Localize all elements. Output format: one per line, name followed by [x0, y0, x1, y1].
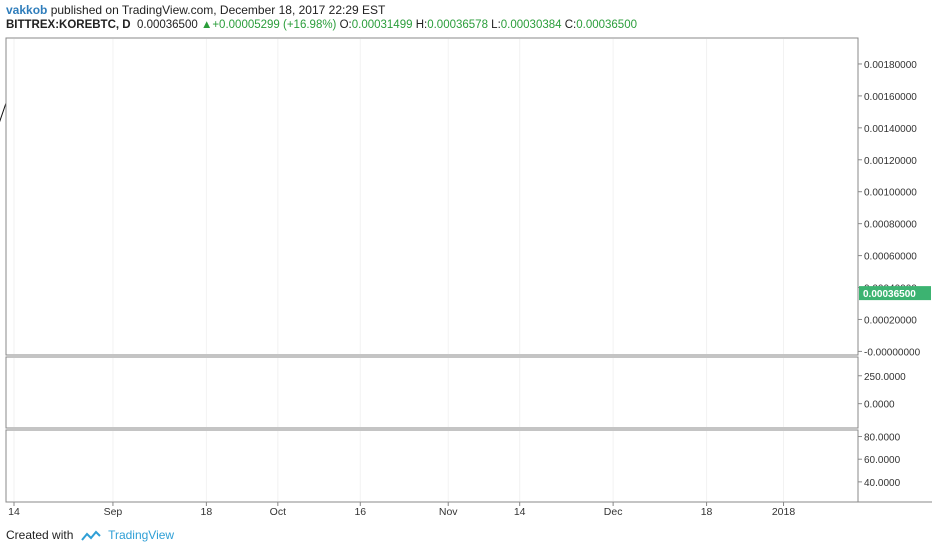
pane-frame-1: [5, 356, 859, 429]
time-tick-label: 14: [514, 506, 526, 518]
pane-frame-0: [5, 37, 859, 356]
symbol-label: BITTREX:KOREBTC, D: [6, 19, 131, 31]
low-label: L:: [491, 19, 501, 31]
price-tick-label: 0.00160000: [864, 92, 917, 103]
pane-frame-2: [5, 429, 859, 503]
time-tick-label: 16: [354, 506, 366, 518]
low-value: 0.00030384: [500, 19, 562, 31]
high-label: H:: [415, 19, 428, 31]
price-tick-label: 0.00120000: [864, 156, 917, 167]
open-value: 0.00031499: [351, 19, 413, 31]
last-price-badge: [859, 286, 931, 301]
time-tick-label: 18: [701, 506, 713, 518]
cci-tick-label: 0.0000: [864, 400, 895, 411]
published-text: published on TradingView.com, December 1…: [50, 3, 386, 17]
tradingview-brand[interactable]: TradingView: [108, 528, 175, 542]
footer: Created with TradingView: [6, 528, 174, 542]
tradingview-logo-icon: [80, 530, 101, 541]
time-tick-label: Nov: [439, 506, 458, 518]
time-tick-label: 14: [8, 506, 20, 518]
author-name[interactable]: vakkob: [6, 3, 48, 17]
created-with-label: Created with: [6, 528, 74, 542]
price-tick-label: 0.00060000: [864, 252, 917, 263]
close-value: 0.00036500: [576, 19, 637, 31]
axes: 14 Sep 18 Oct 16 Nov 14 Dec 18 2018: [5, 37, 932, 518]
rsi-tick-label: 80.0000: [864, 433, 901, 444]
publish-line: vakkob published on TradingView.com, Dec…: [6, 3, 385, 17]
change-value: +0.00005299 (+16.98%): [212, 19, 337, 31]
price-tick-label: 0.00080000: [864, 220, 917, 231]
rsi-tick-label: 60.0000: [864, 455, 901, 466]
time-tick-label: 2018: [772, 506, 796, 518]
cci-tick-label: 250.0000: [864, 372, 906, 383]
time-tick-label: 18: [201, 506, 213, 518]
rsi-tick-label: 40.0000: [864, 478, 901, 489]
time-tick-label: Sep: [104, 506, 123, 518]
up-arrow-icon: ▲: [200, 19, 213, 31]
time-tick-label: Oct: [270, 506, 286, 518]
price-tick-label: -0.00000000: [864, 347, 921, 358]
price-tick-label: 0.00180000: [864, 60, 917, 71]
open-label: O:: [339, 19, 352, 31]
price-tick-label: 0.00140000: [864, 124, 917, 135]
high-value: 0.00036578: [427, 19, 488, 31]
chart-area[interactable]: 0.00180000 0.00160000 0.00140000 0.00120000…: [0, 36, 932, 550]
price-tick-label: 0.00100000: [864, 188, 917, 199]
last-price-badge-text: 0.00036500: [863, 289, 916, 300]
last-price: 0.00036500: [136, 19, 198, 31]
price-tick-label: 0.00020000: [864, 315, 917, 326]
close-label: C:: [564, 19, 577, 31]
time-tick-label: Dec: [604, 506, 623, 518]
ohlc-line: BITTREX:KOREBTC, D 0.00036500 ▲+0.000052…: [6, 19, 637, 31]
